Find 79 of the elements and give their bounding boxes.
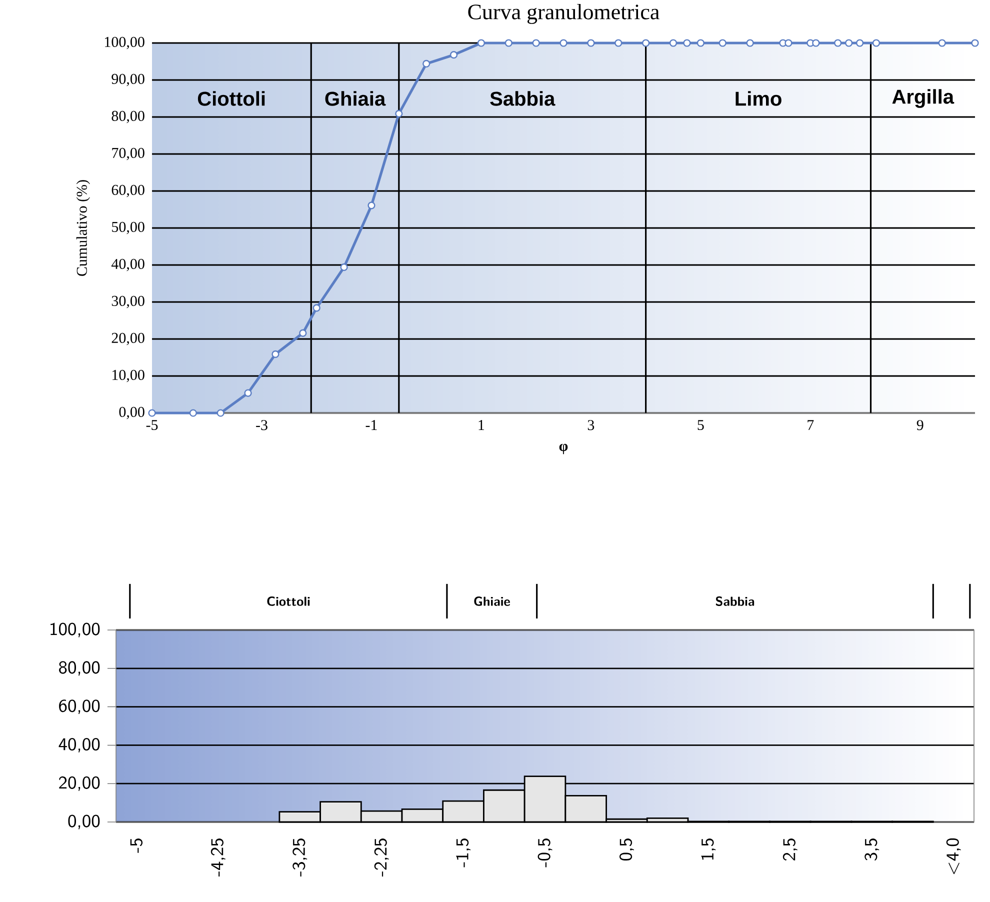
x-tick-label: -4,25 xyxy=(210,838,226,876)
y-tick-label: 80,00 xyxy=(59,661,100,676)
point xyxy=(834,39,842,47)
x-tick-label: -0,5 xyxy=(538,838,552,868)
y-tick-label: 20,00 xyxy=(59,776,100,791)
point xyxy=(696,39,704,47)
x-tick-label: -1,5 xyxy=(456,838,471,868)
point xyxy=(272,350,280,358)
point xyxy=(669,39,678,47)
point xyxy=(312,304,320,312)
annotation: Ciottoli xyxy=(198,91,265,106)
y-tick-label: 10,00 xyxy=(112,370,144,382)
y-tick-label: 60,00 xyxy=(59,700,100,714)
annotation: Limo xyxy=(736,91,782,106)
x-tick-label: 0,5 xyxy=(619,838,634,860)
point xyxy=(504,39,512,47)
point xyxy=(872,39,880,47)
x-tick-label: -3,25 xyxy=(292,838,308,876)
y-tick-label: 50,00 xyxy=(112,222,144,234)
y-tick-label: 30,00 xyxy=(112,296,144,308)
point xyxy=(532,39,540,47)
x-tick-label: <4,0 xyxy=(946,838,961,874)
point xyxy=(746,39,754,47)
point xyxy=(244,389,252,397)
point xyxy=(368,202,376,210)
point xyxy=(587,39,595,47)
point xyxy=(812,39,820,47)
chart-title: Curva granulometrica xyxy=(468,4,660,24)
point xyxy=(784,39,792,47)
x-tick-label: 9 xyxy=(916,420,924,430)
point xyxy=(971,39,979,47)
y-tick-label: 40,00 xyxy=(111,258,144,272)
x-tick-label: -1 xyxy=(366,420,377,430)
y-tick-label: 0,00 xyxy=(68,814,100,830)
x-tick-label: -2,25 xyxy=(374,838,389,876)
x-axis-title: φ xyxy=(559,444,568,454)
point xyxy=(642,39,650,47)
annotation: Argilla xyxy=(892,89,954,108)
text: Sabbia xyxy=(716,596,754,606)
text: Ciottoli xyxy=(267,596,310,606)
point xyxy=(845,39,853,47)
point xyxy=(299,329,307,337)
y-tick-label: 80,00 xyxy=(112,110,144,124)
annotation: Ghiaia xyxy=(325,91,386,106)
point xyxy=(148,409,156,417)
x-tick-label: 1,5 xyxy=(701,838,716,860)
x-tick-label: -5 xyxy=(130,838,143,853)
x-tick-label: 3 xyxy=(588,420,594,430)
x-tick-label: 5 xyxy=(698,420,704,430)
point xyxy=(938,39,946,47)
point xyxy=(450,51,458,59)
y-tick-label: 20,00 xyxy=(112,332,144,346)
point xyxy=(683,39,691,47)
point xyxy=(395,110,403,118)
x-tick-label: 3,5 xyxy=(864,838,880,860)
point xyxy=(477,39,486,47)
point xyxy=(216,409,224,417)
x-tick-label: 1 xyxy=(478,420,484,430)
point xyxy=(340,263,348,272)
x-tick-label: -5 xyxy=(146,420,158,430)
y-tick-label: 90,00 xyxy=(112,74,144,86)
point xyxy=(718,39,726,47)
x-tick-label: -3 xyxy=(256,420,268,430)
point xyxy=(856,39,864,47)
y-tick-label: 40,00 xyxy=(58,738,100,752)
point xyxy=(560,39,568,47)
y-axis-title: Cumulativo (%) xyxy=(76,180,90,276)
point xyxy=(614,39,622,47)
y-tick-label: 70,00 xyxy=(112,148,144,160)
x-tick-label: 2,5 xyxy=(782,838,798,860)
y-tick-label: 60,00 xyxy=(112,184,144,198)
text: Ghiaie xyxy=(474,596,510,606)
annotation: Sabbia xyxy=(490,91,556,106)
y-tick-label: 0,00 xyxy=(119,406,144,420)
x-tick-label: 7 xyxy=(808,420,814,430)
y-tick-label: 100,00 xyxy=(105,36,144,50)
y-tick-label: 100,00 xyxy=(50,622,100,638)
point xyxy=(189,409,197,417)
point xyxy=(422,60,430,68)
